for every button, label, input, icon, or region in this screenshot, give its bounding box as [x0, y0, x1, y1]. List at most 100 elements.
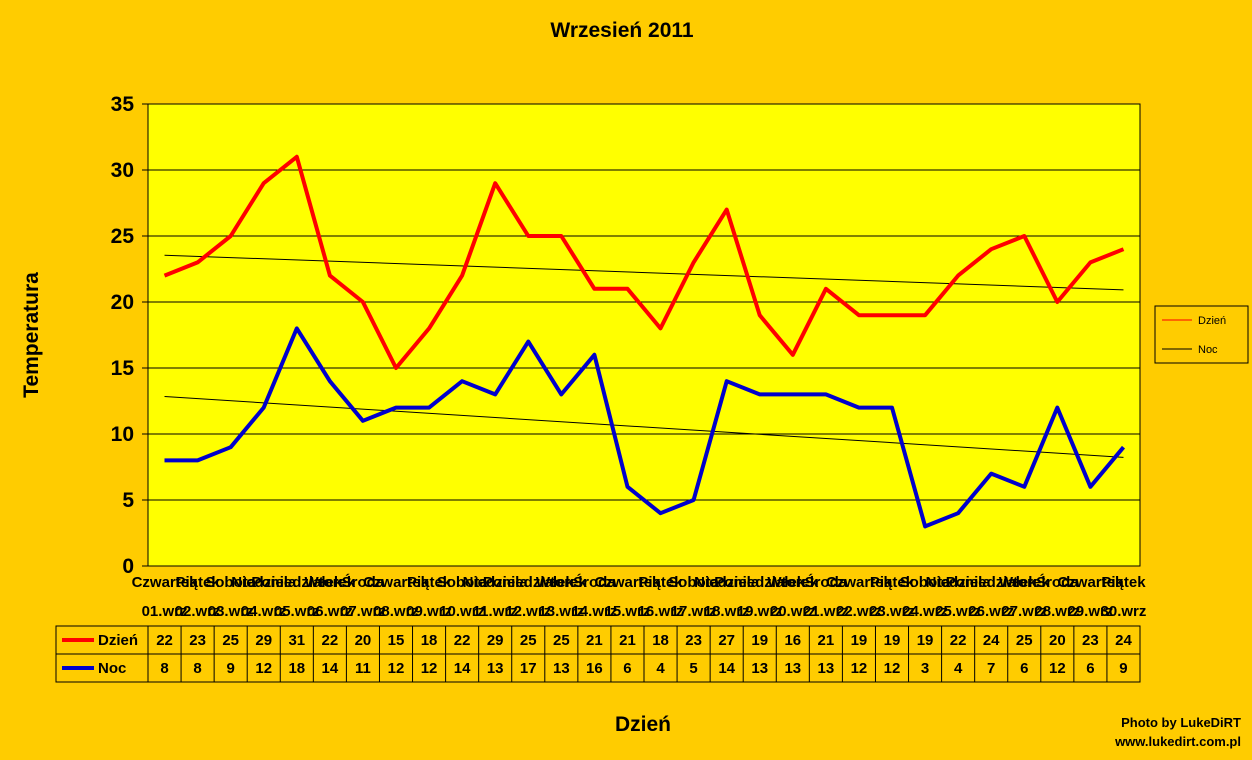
- x-tick-label-date: 26.wrz: [968, 603, 1014, 620]
- x-tick-label-day: Piątek: [870, 574, 915, 591]
- x-tick-label-date: 09.wrz: [406, 603, 452, 620]
- data-table-cell: 6: [623, 660, 631, 677]
- x-tick-label-day: Niedziela: [463, 574, 529, 591]
- y-tick-label: 35: [111, 93, 135, 116]
- x-tick-label-day: Sobota: [668, 574, 719, 591]
- data-table-cell: 14: [322, 660, 339, 677]
- data-table-cell: 6: [1020, 660, 1028, 677]
- plot-background: [147, 103, 1141, 567]
- x-tick-label-day: Sobota: [437, 574, 488, 591]
- x-tick-label-day: Sobota: [205, 574, 256, 591]
- x-tick-label-date: 02.wrz: [175, 603, 221, 620]
- x-tick-label-date: 10.wrz: [439, 603, 485, 620]
- x-tick-label-day: Czwartek: [132, 574, 199, 591]
- plot-area: [147, 103, 1141, 567]
- x-tick-label-date: 27.wrz: [1001, 603, 1047, 620]
- y-tick-label: 20: [111, 291, 134, 314]
- data-table-cell: 6: [1086, 660, 1094, 677]
- y-tick-label: 15: [111, 357, 135, 380]
- data-table-cell: 22: [322, 632, 339, 649]
- x-tick-label-date: 08.wrz: [373, 603, 419, 620]
- gridlines: [148, 103, 1140, 501]
- series-line-noc: [164, 326, 1126, 529]
- data-table-cell: 25: [1016, 632, 1033, 649]
- data-table: Dzień 22 23 25 29 31 22 20 15 18 22 29 25 25 21 21 18 23 2…: [55, 625, 1141, 683]
- data-table-cell: 19: [751, 632, 768, 649]
- data-table-cell: 20: [1049, 632, 1066, 649]
- x-tick-label-date: 20.wrz: [770, 603, 816, 620]
- data-table-cell: 13: [784, 660, 801, 677]
- x-tick-label-day: Środa: [342, 573, 385, 591]
- x-tick-label-date: 01.wrz: [142, 603, 188, 620]
- x-tick-label-date: 28.wrz: [1034, 603, 1080, 620]
- x-tick-label-date: 06.wrz: [307, 603, 353, 620]
- data-table-cell: 13: [751, 660, 768, 677]
- x-axis-categories: Czwartek 01.wrz Piątek 02.wrz Sobota 03.wrz Ni…: [132, 573, 1147, 620]
- data-table-cell: 21: [586, 632, 603, 649]
- data-table-cell: 18: [652, 632, 669, 649]
- x-tick-label-date: 18.wrz: [704, 603, 750, 620]
- x-tick-label-date: 04.wrz: [241, 603, 287, 620]
- y-tick-label: 30: [111, 159, 134, 182]
- x-tick-label-day: Piątek: [407, 574, 452, 591]
- x-tick-label-date: 30.wrz: [1101, 603, 1147, 620]
- x-tick-label-day: Niedziela: [694, 574, 760, 591]
- x-tick-label-date: 03.wrz: [208, 603, 254, 620]
- x-tick-label-date: 19.wrz: [737, 603, 783, 620]
- credit-line-1: Photo by LukeDiRT: [1121, 715, 1241, 730]
- data-table-cell: 23: [189, 632, 206, 649]
- data-table-cell: 18: [421, 632, 438, 649]
- data-table-cell: 9: [1119, 660, 1127, 677]
- x-tick-label-day: Czwartek: [363, 574, 430, 591]
- trendline-noc: [164, 396, 1124, 458]
- data-table-cell: 8: [160, 660, 168, 677]
- data-table-cell: 7: [987, 660, 995, 677]
- x-tick-label-date: 16.wrz: [638, 603, 684, 620]
- chart-title: Wrzesień 2011: [550, 19, 694, 42]
- x-tick-label-date: 29.wrz: [1067, 603, 1113, 620]
- data-table-series-name: Dzień: [98, 632, 138, 649]
- legend-box: [1154, 305, 1249, 364]
- data-table-cell: 18: [288, 660, 305, 677]
- data-table-cell: 22: [454, 632, 471, 649]
- x-tick-label-day: Niedziela: [926, 574, 992, 591]
- x-tick-label-date: 07.wrz: [340, 603, 386, 620]
- y-axis-ticks: 0 5 10 15 20 25 30 35: [111, 93, 148, 578]
- x-tick-label-day: Piątek: [638, 574, 683, 591]
- data-table-cell: 11: [355, 660, 371, 677]
- data-table-cell: 15: [388, 632, 405, 649]
- y-axis-label: Temperatura: [20, 272, 43, 398]
- data-table-cell: 12: [884, 660, 901, 677]
- data-table-cell: 16: [586, 660, 603, 677]
- x-tick-label-day: Poniedziałek: [714, 574, 806, 591]
- data-table-cell: 12: [421, 660, 438, 677]
- legend-label: Dzień: [1198, 315, 1226, 327]
- x-tick-label-date: 21.wrz: [803, 603, 849, 620]
- x-tick-label-day: Poniedziałek: [483, 574, 575, 591]
- data-table-cell: 12: [851, 660, 868, 677]
- x-tick-label-date: 23.wrz: [869, 603, 915, 620]
- data-table-cell: 4: [656, 660, 665, 677]
- x-tick-label-day: Środa: [1036, 573, 1079, 591]
- credit-line-2: www.lukedirt.com.pl: [1114, 734, 1241, 749]
- x-tick-label-day: Piątek: [175, 574, 220, 591]
- data-table-cell: 3: [921, 660, 929, 677]
- data-table-cell: 8: [193, 660, 201, 677]
- data-table-cell: 25: [553, 632, 570, 649]
- x-tick-label-date: 12.wrz: [505, 603, 551, 620]
- data-table-cell: 5: [689, 660, 697, 677]
- x-tick-label-date: 11.wrz: [473, 603, 518, 620]
- x-tick-label-date: 15.wrz: [605, 603, 651, 620]
- data-table-cell: 13: [818, 660, 835, 677]
- legend-label: Noc: [1198, 344, 1218, 356]
- x-tick-label-date: 24.wrz: [902, 603, 948, 620]
- data-table-cell: 25: [520, 632, 537, 649]
- data-table-cell: 24: [1115, 632, 1132, 649]
- data-table-series-name: Noc: [98, 660, 126, 677]
- x-tick-label-date: 17.wrz: [671, 603, 717, 620]
- data-table-cell: 19: [851, 632, 868, 649]
- data-table-cell: 23: [1082, 632, 1099, 649]
- y-tick-label: 10: [111, 423, 134, 446]
- x-tick-label-date: 14.wrz: [571, 603, 617, 620]
- data-table-cell: 4: [954, 660, 963, 677]
